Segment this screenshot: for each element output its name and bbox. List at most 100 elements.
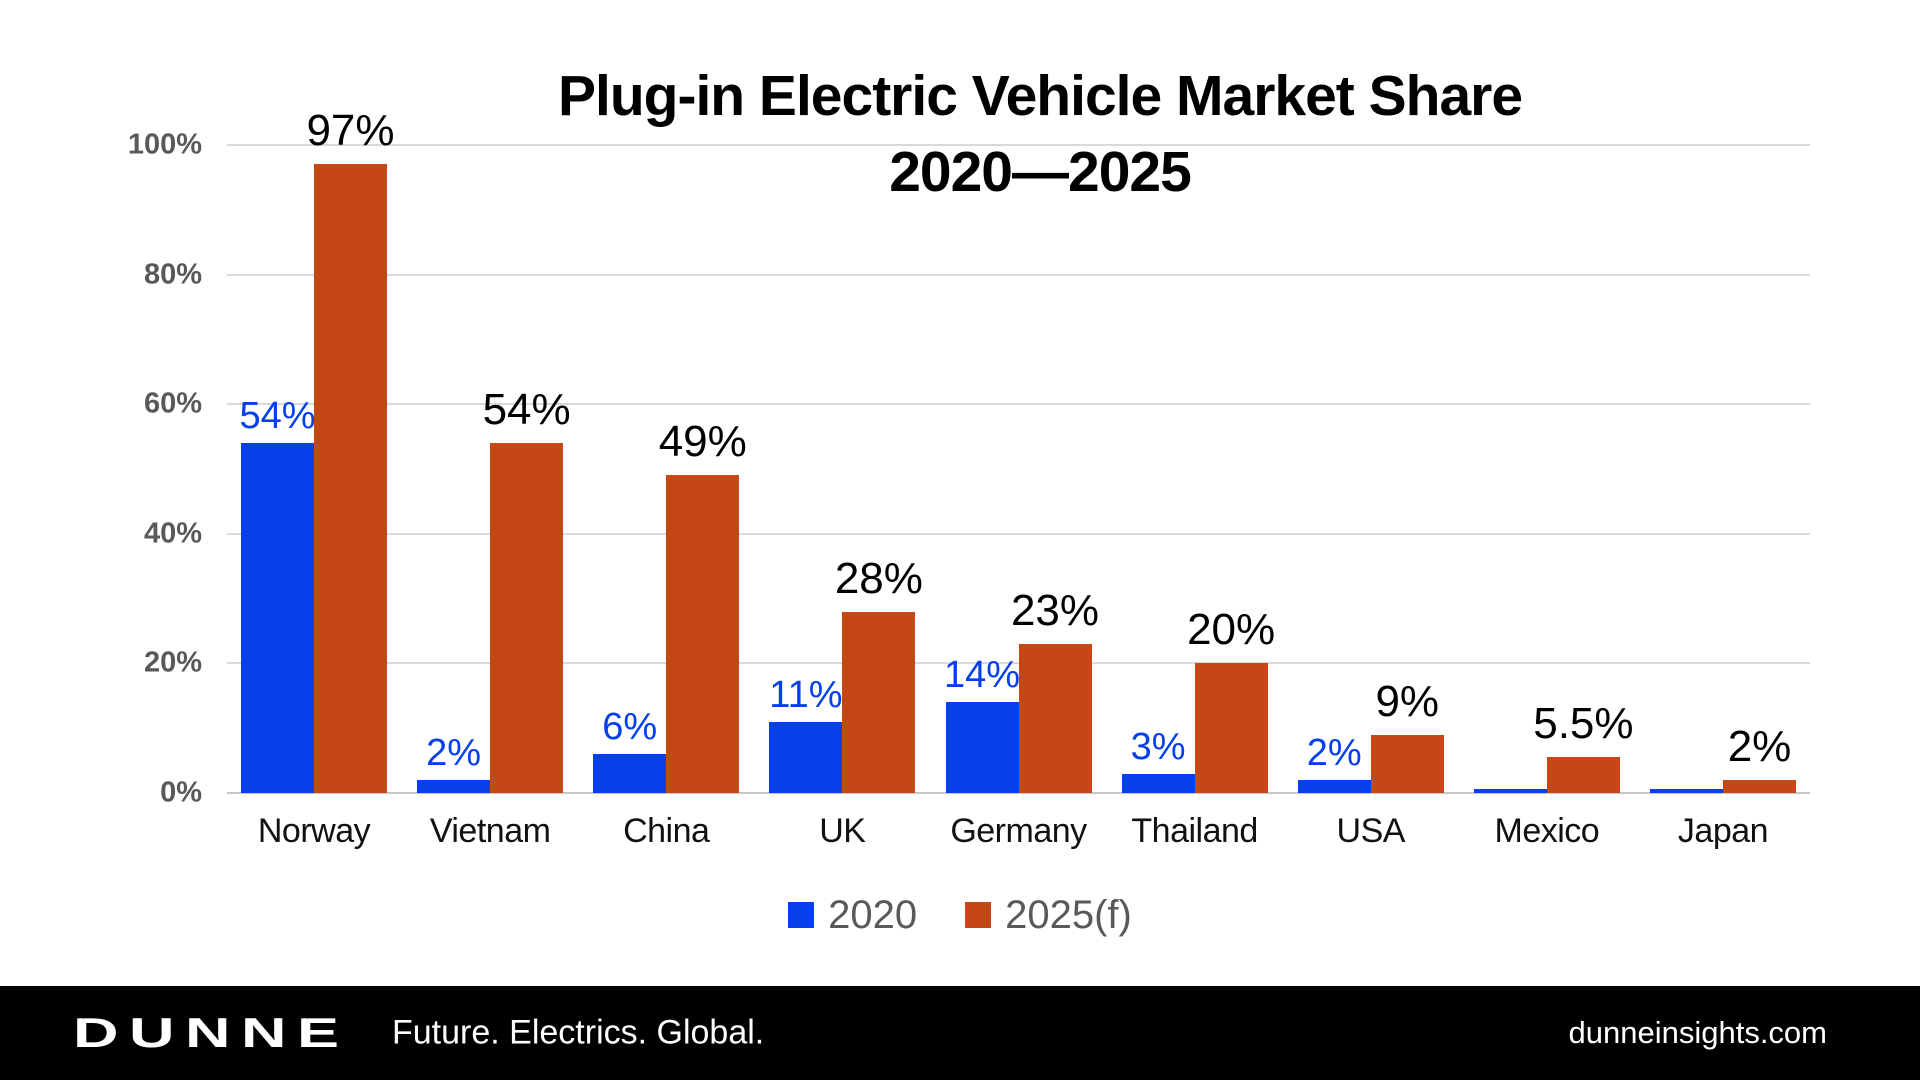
legend-item-2020: 2020	[788, 893, 917, 938]
x-axis: Norway Vietnam China UK Germany Thailand USA Me…	[227, 812, 1810, 851]
bar-2025-f--usa	[1370, 735, 1444, 793]
bar-label-2020-germany: 14%	[943, 654, 1021, 696]
bar-groups: 54% 97% 2% 54% 6% 49% 11% 28% 14% 23% 3% 20% 2% 9% 5.5…	[227, 109, 1810, 793]
gridline-40	[227, 532, 1810, 535]
bar-label-2025-f--mexico: 5.5%	[1533, 699, 1634, 748]
bar-group-thailand: 3% 20%	[1121, 145, 1275, 793]
bar-group-vietnam: 2% 54%	[417, 145, 571, 793]
chart-title-line1: Plug-in Electric Vehicle Market Share	[557, 64, 1523, 128]
bar-wrap-2025-f--norway: 97%	[306, 109, 395, 793]
legend-label-2020: 2020	[828, 892, 918, 937]
bar-wrap-2020-norway: 54%	[239, 145, 316, 793]
x-category-china: China	[623, 812, 710, 850]
bar-2025-f--vietnam	[490, 443, 564, 793]
bar-2025-f--germany	[1018, 644, 1092, 793]
y-tick-label-20: 20%	[143, 646, 202, 679]
bar-wrap-2025-f--china: 49%	[659, 145, 747, 793]
chart-title-line2: 2020—2025	[889, 140, 1192, 204]
bar-2020-japan	[1650, 789, 1723, 793]
plot-area: 54% 97% 2% 54% 6% 49% 11% 28% 14% 23% 3% 20% 2% 9% 5.5…	[227, 109, 1810, 794]
x-category-germany: Germany	[950, 812, 1087, 850]
bar-2020-usa	[1297, 780, 1371, 793]
bar-wrap-2025-f--vietnam: 54%	[483, 145, 571, 793]
footer-bar: DUNNE Future. Electrics. Global. dunnein…	[0, 986, 1920, 1080]
x-category-norway: Norway	[257, 812, 371, 850]
bar-group-japan: 2%	[1650, 145, 1796, 793]
bar-label-2020-china: 6%	[602, 706, 658, 748]
bar-2020-vietnam	[417, 780, 491, 793]
bar-label-2020-norway: 54%	[239, 395, 316, 437]
bar-wrap-2020-china: 6%	[593, 145, 667, 793]
y-tick-label-60: 60%	[143, 387, 202, 420]
footer-website: dunneinsights.com	[1568, 1015, 1828, 1050]
bar-wrap-2020-thailand: 3%	[1121, 145, 1195, 793]
bar-wrap-2025-f--germany: 23%	[1011, 145, 1099, 793]
bar-2025-f--thailand	[1194, 663, 1268, 793]
bar-label-2020-uk: 11%	[769, 674, 843, 716]
bar-2025-f--mexico	[1546, 757, 1620, 793]
bar-label-2020-thailand: 3%	[1130, 726, 1186, 768]
bar-group-germany: 14% 23%	[943, 145, 1099, 793]
legend-swatch-icon-2020	[788, 902, 815, 928]
footer-tagline: Future. Electrics. Global.	[392, 1013, 765, 1052]
y-axis: 0% 20% 40% 60% 80% 100%	[30, 129, 202, 809]
bar-wrap-2025-f--thailand: 20%	[1187, 145, 1275, 793]
x-category-thailand: Thailand	[1131, 812, 1258, 850]
x-category-usa: USA	[1336, 812, 1406, 850]
bar-group-china: 6% 49%	[593, 145, 747, 793]
bar-2025-f--china	[666, 475, 740, 793]
bar-2025-f--norway	[314, 164, 387, 793]
y-tick-label-100: 100%	[127, 128, 202, 161]
legend: 2020 2025(f)	[0, 889, 1920, 941]
y-tick-label-80: 80%	[143, 258, 202, 291]
bar-label-2025-f--uk: 28%	[834, 554, 923, 603]
bar-label-2025-f--china: 49%	[658, 417, 747, 466]
bar-wrap-2025-f--uk: 28%	[835, 145, 923, 793]
gridline-0	[227, 792, 1810, 794]
bar-label-2020-vietnam: 2%	[426, 732, 482, 774]
gridline-60	[227, 403, 1810, 406]
bar-2020-germany	[945, 702, 1019, 793]
chart-title: Plug-in Electric Vehicle Market Share 20…	[160, 58, 1920, 210]
bar-label-2025-f--japan: 2%	[1727, 722, 1792, 771]
bar-wrap-2025-f--usa: 9%	[1370, 145, 1444, 793]
x-category-uk: UK	[819, 812, 866, 850]
bar-label-2020-usa: 2%	[1306, 732, 1362, 774]
bar-group-norway: 54% 97%	[239, 109, 395, 793]
bar-2020-uk	[769, 722, 843, 793]
bar-wrap-2025-f--japan: 2%	[1723, 145, 1796, 793]
legend-swatch-icon-2025-f-	[965, 902, 992, 928]
bar-2020-thailand	[1121, 774, 1195, 793]
x-category-japan: Japan	[1677, 812, 1769, 850]
bar-wrap-2020-vietnam: 2%	[417, 145, 491, 793]
bar-2020-mexico	[1473, 789, 1547, 793]
bar-label-2025-f--usa: 9%	[1375, 677, 1440, 726]
bar-wrap-2020-japan	[1650, 145, 1723, 793]
dunne-logo: DUNNE	[73, 1009, 350, 1056]
bar-group-mexico: 5.5%	[1473, 145, 1634, 793]
gridline-100	[227, 144, 1810, 146]
bar-label-2025-f--germany: 23%	[1010, 586, 1100, 635]
bar-wrap-2020-mexico	[1473, 145, 1547, 793]
bar-wrap-2020-uk: 11%	[769, 145, 843, 793]
bar-label-2025-f--thailand: 20%	[1187, 605, 1276, 654]
bar-wrap-2025-f--mexico: 5.5%	[1533, 145, 1634, 793]
bar-label-2025-f--norway: 97%	[306, 106, 395, 155]
x-category-vietnam: Vietnam	[429, 812, 551, 850]
bar-group-usa: 2% 9%	[1297, 145, 1444, 793]
legend-item-2025-f-: 2025(f)	[965, 893, 1132, 938]
bar-2025-f--japan	[1723, 780, 1796, 793]
bar-2020-norway	[241, 443, 314, 793]
bar-group-uk: 11% 28%	[769, 145, 923, 793]
gridline-80	[227, 273, 1810, 276]
legend-label-2025-f-: 2025(f)	[1005, 892, 1132, 937]
bar-wrap-2020-germany: 14%	[943, 145, 1021, 793]
x-category-mexico: Mexico	[1494, 812, 1600, 850]
y-tick-label-0: 0%	[160, 776, 202, 809]
bar-label-2025-f--vietnam: 54%	[482, 385, 571, 434]
y-tick-label-40: 40%	[143, 517, 202, 550]
bar-2020-china	[593, 754, 667, 793]
bar-2025-f--uk	[842, 612, 916, 793]
bar-wrap-2020-usa: 2%	[1297, 145, 1371, 793]
